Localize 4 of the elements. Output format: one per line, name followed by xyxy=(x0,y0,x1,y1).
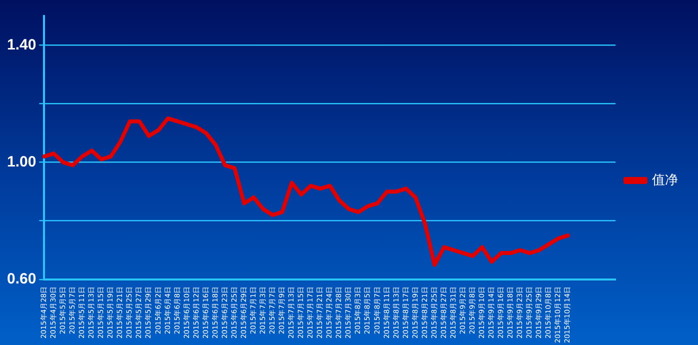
legend-label: 值净 xyxy=(652,172,678,188)
y-tick-label: 1.40 xyxy=(6,36,36,54)
y-tick-label: 0.60 xyxy=(6,270,36,288)
y-tick-label: 1.00 xyxy=(6,153,36,170)
